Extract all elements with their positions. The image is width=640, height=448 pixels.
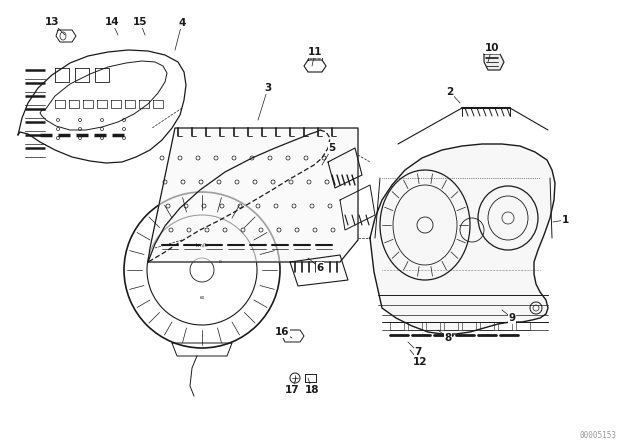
Text: 60: 60 <box>200 296 205 300</box>
Text: 4: 4 <box>179 18 186 28</box>
Text: 8: 8 <box>444 333 452 343</box>
Text: 3: 3 <box>264 83 271 93</box>
Text: 0: 0 <box>219 260 221 264</box>
Text: 6: 6 <box>316 263 324 273</box>
Text: 9: 9 <box>508 313 516 323</box>
Polygon shape <box>370 144 555 334</box>
Text: 00005153: 00005153 <box>579 431 616 439</box>
Text: 12: 12 <box>413 357 428 367</box>
Text: 11: 11 <box>308 47 323 57</box>
Text: 13: 13 <box>45 17 60 27</box>
Text: 5: 5 <box>328 143 335 153</box>
Text: 16: 16 <box>275 327 289 337</box>
Text: 14: 14 <box>105 17 119 27</box>
Text: 7: 7 <box>414 347 422 357</box>
Text: 18: 18 <box>305 385 319 395</box>
Text: 1: 1 <box>561 215 568 225</box>
Text: km/h: km/h <box>196 242 208 247</box>
Text: 10: 10 <box>484 43 499 53</box>
Text: 17: 17 <box>285 385 300 395</box>
Text: 2: 2 <box>446 87 454 97</box>
Polygon shape <box>148 128 358 262</box>
Polygon shape <box>484 54 504 70</box>
Text: 15: 15 <box>132 17 147 27</box>
